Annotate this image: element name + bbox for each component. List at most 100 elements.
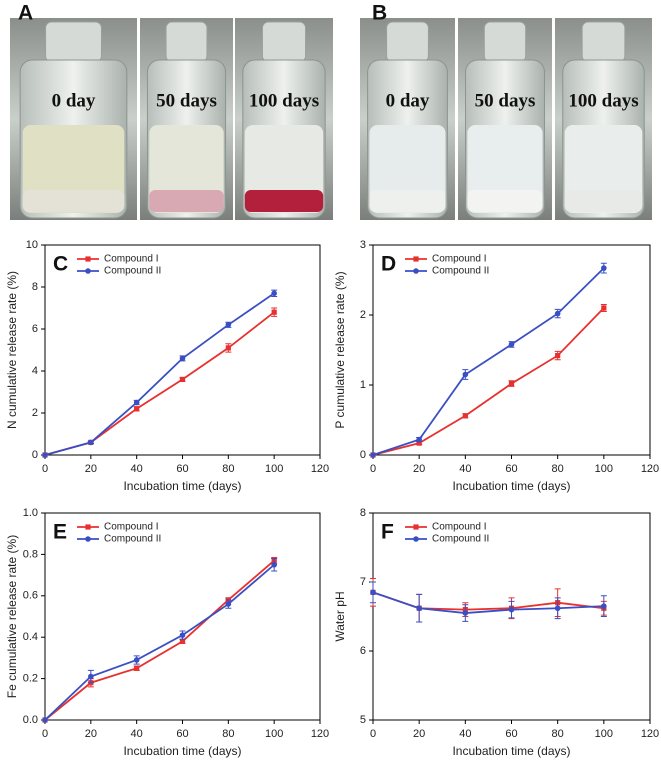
x-axis-label: Incubation time (days)	[452, 744, 570, 758]
x-tick-label: 0	[370, 728, 376, 740]
series-line	[44, 564, 275, 721]
marker	[271, 561, 277, 568]
x-tick-label: 60	[505, 463, 517, 475]
marker	[462, 413, 468, 419]
x-axis-label: Incubation time (days)	[452, 479, 570, 493]
photo-label: 100 days	[568, 90, 638, 111]
marker	[42, 717, 48, 723]
jar-sediment	[564, 190, 643, 212]
x-tick-label: 40	[459, 463, 471, 475]
y-tick-label: 4	[32, 365, 38, 377]
x-tick-label: 20	[85, 728, 97, 740]
jar-sediment	[22, 190, 125, 212]
panel-letter: F	[381, 521, 394, 544]
x-tick-label: 100	[265, 728, 283, 740]
x-axis-label: Incubation time (days)	[123, 479, 241, 493]
marker	[133, 657, 140, 663]
photo-label: 0 day	[52, 90, 96, 111]
legend-label: Compound II	[104, 266, 161, 277]
x-tick-label: 120	[311, 463, 329, 475]
jar-lid	[45, 21, 102, 63]
marker	[462, 610, 469, 616]
marker	[370, 452, 376, 458]
legend-marker	[85, 268, 91, 274]
jar-lid	[165, 21, 208, 63]
legend-marker	[413, 256, 419, 262]
plot-frame	[44, 512, 321, 721]
legend-marker	[413, 268, 419, 274]
marker	[508, 606, 515, 613]
legend-label: Compound II	[432, 266, 489, 277]
x-tick-label: 60	[505, 728, 517, 740]
marker	[554, 310, 561, 317]
y-tick-label: 0.8	[23, 548, 38, 560]
x-tick-label: 80	[552, 463, 564, 475]
marker	[134, 665, 140, 671]
x-tick-label: 0	[42, 728, 48, 740]
x-tick-label: 100	[595, 728, 613, 740]
x-tick-label: 0	[42, 463, 48, 475]
y-axis-label: P cumulative release rate (%)	[333, 271, 347, 428]
legend-label: Compound II	[104, 534, 161, 545]
x-tick-label: 60	[176, 728, 188, 740]
y-tick-label: 0	[32, 449, 38, 461]
marker	[555, 353, 561, 359]
marker	[554, 605, 561, 612]
panel-letter: E	[53, 521, 67, 544]
y-tick-label: 1	[360, 379, 366, 391]
y-tick-label: 0	[360, 449, 366, 461]
marker	[508, 381, 515, 387]
panel-letter: C	[53, 253, 68, 276]
legend-marker	[413, 536, 419, 542]
marker	[133, 399, 140, 406]
y-tick-label: 5	[360, 714, 366, 726]
marker	[134, 406, 140, 412]
marker	[601, 265, 607, 271]
marker	[601, 603, 607, 609]
panel-letter: D	[381, 253, 396, 276]
x-tick-label: 40	[459, 728, 471, 740]
x-tick-label: 100	[595, 463, 613, 475]
jar-lid	[261, 21, 307, 63]
x-tick-label: 20	[413, 463, 425, 475]
y-axis-label: Fe cumulative release rate (%)	[5, 535, 19, 698]
x-tick-label: 80	[552, 728, 564, 740]
y-tick-label: 1.0	[23, 507, 38, 519]
marker	[179, 376, 186, 382]
legend-marker	[85, 256, 91, 262]
x-tick-label: 0	[370, 463, 376, 475]
series-line	[44, 311, 275, 456]
marker	[271, 309, 277, 315]
marker	[42, 452, 48, 458]
x-tick-label: 120	[641, 463, 659, 475]
x-axis-label: Incubation time (days)	[123, 744, 241, 758]
jar-sediment	[244, 190, 324, 212]
series-line	[44, 559, 275, 721]
jar-lid	[483, 21, 527, 63]
x-tick-label: 100	[265, 463, 283, 475]
y-tick-label: 6	[32, 323, 38, 335]
photo-label: 0 day	[386, 90, 430, 111]
marker	[225, 322, 232, 328]
marker	[416, 605, 422, 612]
photo-label: 50 days	[475, 90, 536, 111]
jar-sediment	[467, 190, 543, 212]
photo-label: 100 days	[249, 90, 319, 111]
marker	[88, 439, 94, 446]
y-tick-label: 10	[26, 239, 38, 251]
marker	[225, 601, 232, 607]
y-tick-label: 7	[360, 576, 366, 588]
y-tick-label: 8	[32, 281, 38, 293]
photo-label: 50 days	[156, 90, 217, 111]
marker	[271, 290, 277, 297]
x-tick-label: 120	[311, 728, 329, 740]
x-tick-label: 40	[131, 728, 143, 740]
y-tick-label: 8	[360, 507, 366, 519]
y-axis-label: N cumulative release rate (%)	[5, 271, 19, 429]
marker	[416, 440, 422, 446]
marker	[416, 436, 422, 443]
y-tick-label: 3	[360, 239, 366, 251]
y-tick-label: 2	[360, 309, 366, 321]
legend-label: Compound II	[432, 534, 489, 545]
jar-lid	[581, 21, 626, 63]
